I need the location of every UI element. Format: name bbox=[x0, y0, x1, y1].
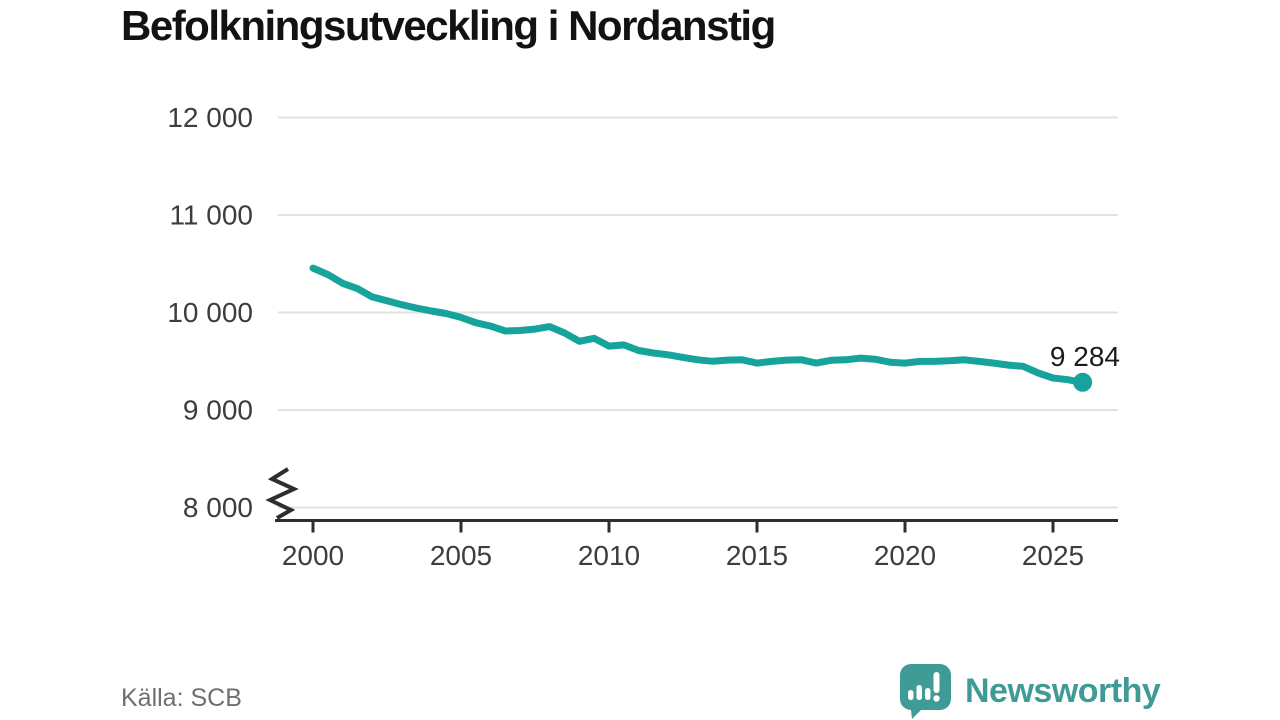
y-axis-break-icon bbox=[265, 467, 299, 520]
x-tick-label: 2025 bbox=[1022, 540, 1084, 571]
end-value-label: 9 284 bbox=[1049, 341, 1120, 372]
newsworthy-wordmark: Newsworthy bbox=[965, 671, 1161, 710]
x-tick-label: 2010 bbox=[578, 540, 640, 571]
y-tick-label: 10 000 bbox=[167, 297, 253, 328]
newsworthy-speech-bubble-chart-icon bbox=[900, 664, 951, 719]
x-tick-label: 2000 bbox=[282, 540, 344, 571]
x-tick-label: 2020 bbox=[874, 540, 936, 571]
population-line bbox=[309, 264, 1087, 386]
source-note: Källa: SCB bbox=[121, 684, 242, 712]
y-tick-label: 12 000 bbox=[167, 102, 253, 133]
end-point-marker bbox=[1073, 372, 1093, 392]
chart-title: Befolkningsutveckling i Nordanstig bbox=[121, 2, 776, 49]
x-tick-label: 2015 bbox=[726, 540, 788, 571]
y-tick-label: 9 000 bbox=[183, 395, 253, 426]
y-tick-label: 8 000 bbox=[183, 492, 253, 523]
x-tick-label: 2005 bbox=[430, 540, 492, 571]
newsworthy-logo: Newsworthy bbox=[897, 662, 1161, 720]
y-tick-label: 11 000 bbox=[169, 200, 253, 231]
